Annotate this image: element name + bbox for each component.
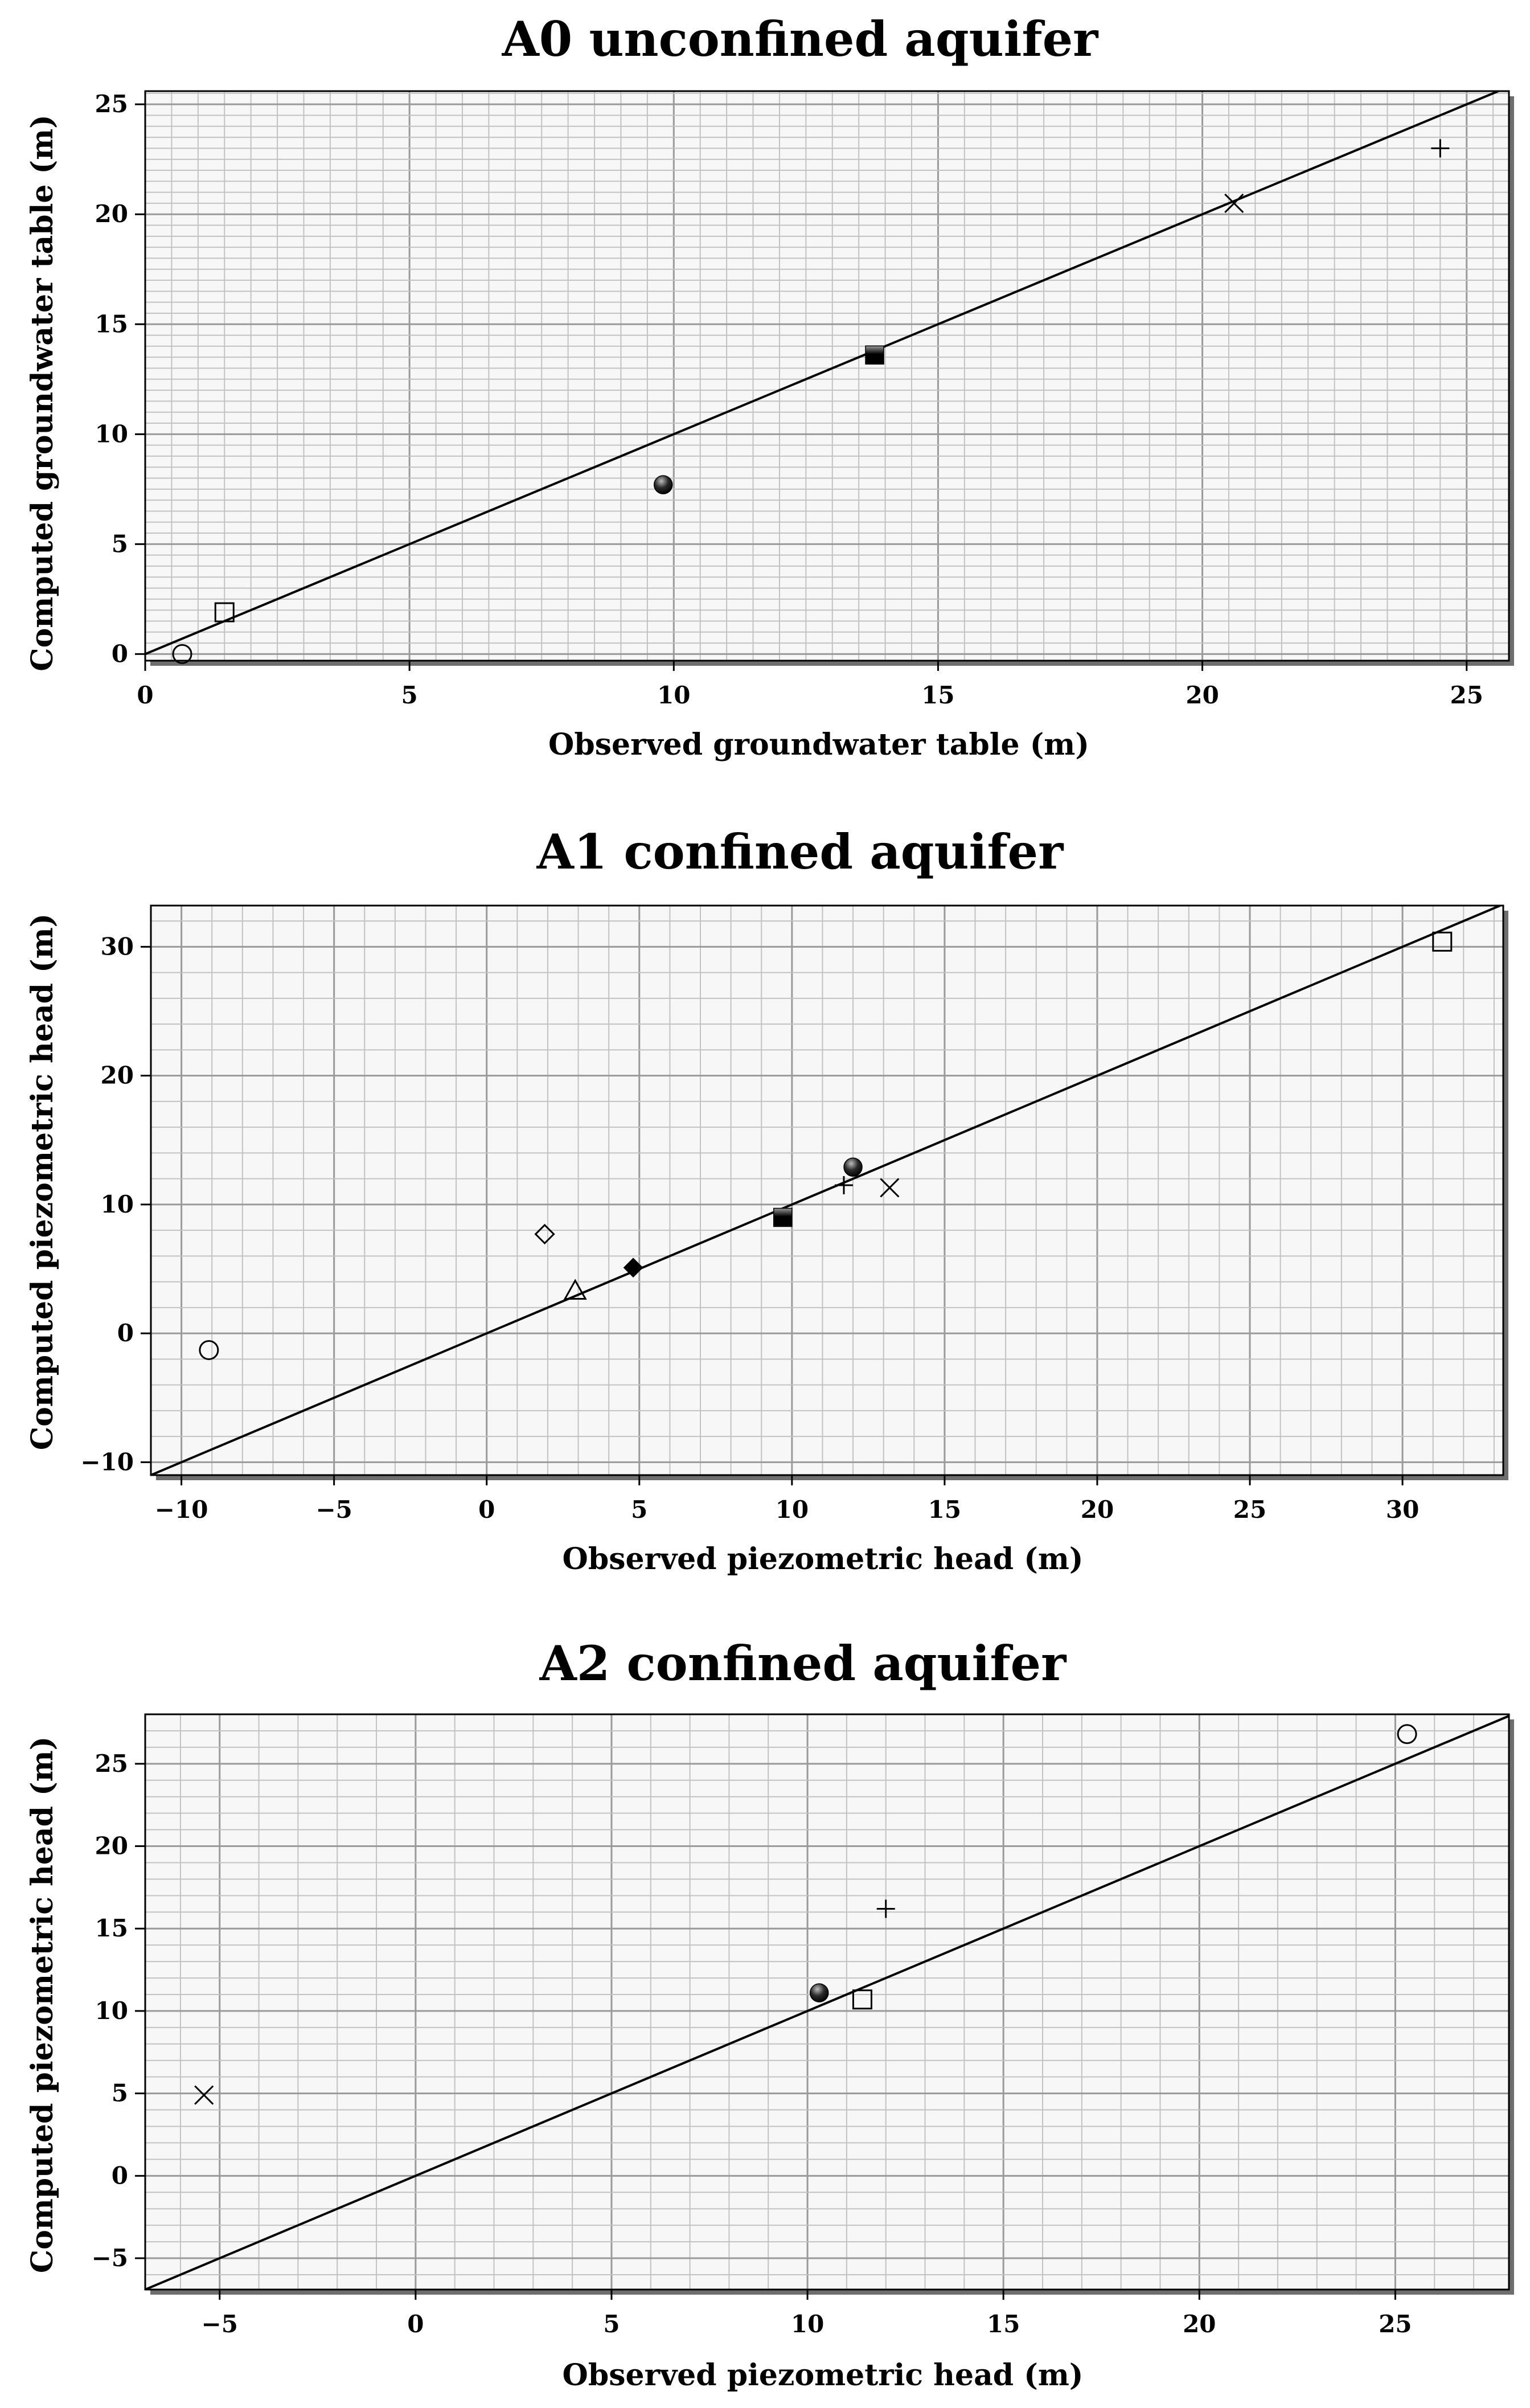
chart-title: A2 confined aquifer: [539, 1635, 1067, 1692]
data-point-x: [194, 2085, 214, 2105]
y-tick-label: 25: [95, 90, 128, 118]
y-tick-label: 20: [95, 200, 128, 228]
x-tick-label: 0: [137, 681, 153, 709]
data-point-plus: [834, 1176, 853, 1194]
x-tick-label: 15: [987, 2310, 1020, 2338]
y-tick-label: 10: [101, 1190, 134, 1218]
x-tick-label: 20: [1186, 681, 1219, 709]
grid: [151, 906, 1503, 1475]
x-tick-label: 20: [1183, 2310, 1216, 2338]
y-axis-label: Computed piezometric head (m): [25, 1737, 60, 2274]
grid: [145, 91, 1509, 661]
data-point-circle-filled: [809, 1983, 829, 2002]
y-tick-label: 15: [95, 1914, 128, 1942]
chart-title: A0 unconfined aquifer: [502, 11, 1100, 67]
y-tick-label: 15: [95, 310, 128, 338]
y-tick-label: −10: [80, 1448, 134, 1476]
x-tick-label: 10: [791, 2310, 824, 2338]
x-tick-label: 20: [1081, 1496, 1114, 1524]
y-tick-label: −5: [92, 2244, 128, 2272]
y-axis-label: Computed groundwater table (m): [25, 114, 60, 671]
data-point-circle-open: [199, 1340, 219, 1361]
y-tick-label: 5: [112, 530, 128, 558]
y-tick-label: 20: [101, 1062, 134, 1090]
data-point-square-open: [1432, 931, 1453, 952]
data-point-square-filled: [773, 1207, 793, 1227]
data-point-square-open: [214, 602, 235, 623]
y-tick-label: 10: [95, 1997, 128, 2025]
data-point-circle-open: [1397, 1724, 1417, 1744]
plot-frame: [144, 90, 1510, 662]
data-point-x: [880, 1178, 900, 1198]
data-point-x: [1224, 193, 1244, 213]
x-tick-label: 25: [1379, 2310, 1412, 2338]
data-point-diamond-filled: [623, 1258, 643, 1278]
y-tick-label: 25: [95, 1750, 128, 1778]
x-tick-label: 10: [776, 1496, 809, 1524]
plot-background: [145, 91, 1509, 661]
grid: [145, 1714, 1509, 2290]
data-point-square-open: [852, 1989, 872, 2010]
x-tick-label: 0: [407, 2310, 424, 2338]
data-point-circle-filled: [843, 1157, 863, 1177]
reference-line: [151, 906, 1501, 1475]
data-point-triangle-open: [563, 1279, 587, 1300]
x-axis-label: Observed piezometric head (m): [563, 2358, 1084, 2393]
chart-panel-a0: A0 unconfined aquifer 0 5 10 15 20 25 0 5 10 15 20…: [25, 11, 1514, 762]
plot-frame: [144, 1713, 1510, 2291]
y-tick-label: 0: [117, 1319, 134, 1347]
plot-frame: [150, 904, 1504, 1476]
plot-area: −5 0 5 10 15 20 25 −5 0 5 10 15 20 25: [92, 1713, 1514, 2338]
y-tick-label: 20: [95, 1832, 128, 1860]
y-tick-label: 5: [112, 2079, 128, 2107]
x-axis-label: Observed piezometric head (m): [563, 1542, 1084, 1576]
x-tick-label: 15: [921, 681, 954, 709]
data-point-plus: [1431, 139, 1450, 158]
x-tick-label: 15: [928, 1496, 961, 1524]
x-tick-label: −5: [202, 2310, 238, 2338]
x-tick-label: −10: [155, 1496, 208, 1524]
y-tick-label: 0: [112, 640, 128, 667]
x-tick-label: 10: [657, 681, 690, 709]
y-axis-label: Computed piezometric head (m): [25, 914, 60, 1451]
y-tick-label: 30: [101, 932, 134, 960]
x-tick-label: 5: [631, 1496, 647, 1524]
x-tick-label: 5: [603, 2310, 620, 2338]
chart-panel-a1: A1 confined aquifer −10 −5 0 5 10 15 20 25 30−10…: [25, 824, 1508, 1576]
data-point-circle-open: [172, 644, 192, 664]
x-tick-label: 0: [478, 1496, 495, 1524]
x-tick-label: 25: [1233, 1496, 1266, 1524]
chart-title: A1 confined aquifer: [536, 824, 1064, 880]
x-tick-label: 25: [1450, 681, 1483, 709]
plot-area: −10 −5 0 5 10 15 20 25 30 −10 0 10 20 30: [80, 904, 1508, 1524]
y-tick-label: 0: [112, 2161, 128, 2189]
x-axis-label: Observed groundwater table (m): [548, 727, 1089, 762]
data-point-plus: [876, 1899, 895, 1918]
chart-panel-a2: A2 confined aquifer −5 0 5 10 15 20 25 −5 0 5 10 15…: [25, 1635, 1514, 2393]
y-tick-label: 10: [95, 420, 128, 448]
data-point-square-filled: [865, 345, 884, 365]
plot-area: 0 5 10 15 20 25 0 5 10 15 20 25: [95, 90, 1514, 709]
data-point-diamond-open: [534, 1223, 555, 1245]
x-tick-label: −5: [315, 1496, 352, 1524]
reference-line: [145, 91, 1499, 656]
x-tick-label: 5: [401, 681, 418, 709]
x-tick-label: 30: [1386, 1496, 1419, 1524]
data-point-circle-filled: [653, 475, 673, 494]
reference-line: [145, 1715, 1509, 2290]
